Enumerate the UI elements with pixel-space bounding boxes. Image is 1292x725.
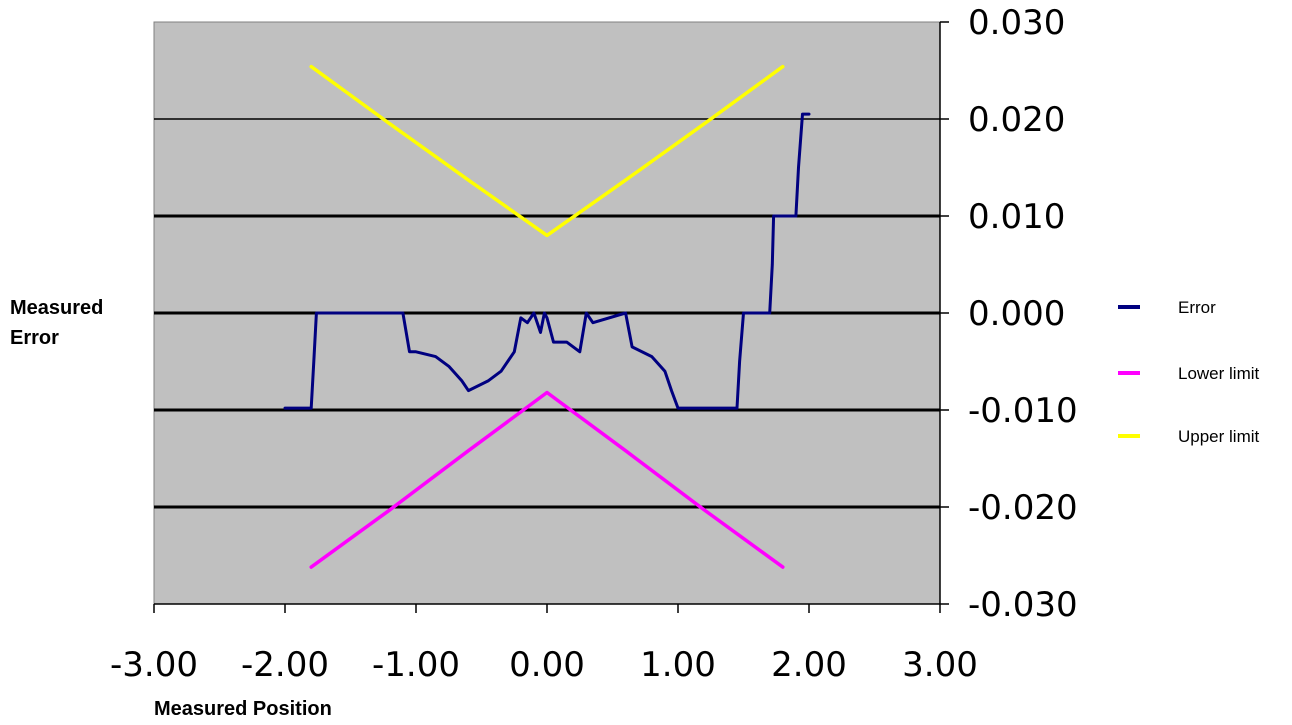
y-axis-title-line-2: Error: [10, 327, 59, 349]
legend-label-error: Error: [1178, 298, 1216, 317]
series-line-lower-limit: [309, 390, 785, 569]
y-tick-label: 0.010: [968, 197, 1065, 237]
y-tick-label: -0.020: [968, 488, 1078, 528]
x-tick-label: 3.00: [902, 645, 978, 685]
x-tick-label: -1.00: [372, 645, 460, 685]
series-line-upper-limit: [309, 64, 785, 238]
series-line-error: [283, 112, 811, 410]
y-tick-label: 0.000: [968, 294, 1065, 334]
y-tick-label: 0.030: [968, 3, 1065, 43]
legend: Error Lower limit Upper limit: [1118, 298, 1260, 446]
x-tick-label: -3.00: [110, 645, 198, 685]
x-tick-label: -2.00: [241, 645, 329, 685]
x-axis-title: Measured Position: [154, 698, 332, 720]
x-tick-label: 1.00: [640, 645, 716, 685]
y-tick-label: 0.020: [968, 100, 1065, 140]
y-tick-label: -0.030: [968, 585, 1078, 625]
series-layer: [283, 64, 811, 569]
x-ticks: -3.00 -2.00 -1.00 0.00 1.00 2.00 3.00: [110, 604, 978, 685]
x-tick-label: 0.00: [509, 645, 585, 685]
gridlines: [154, 118, 940, 509]
x-tick-label: 2.00: [771, 645, 847, 685]
y-tick-label: -0.010: [968, 391, 1078, 431]
y-ticks: 0.030 0.020 0.010 0.000 -0.010 -0.020 -0.030: [940, 3, 1078, 625]
y-axis-title-line-1: Measured: [10, 297, 103, 319]
legend-label-lower-limit: Lower limit: [1178, 364, 1260, 383]
legend-label-upper-limit: Upper limit: [1178, 427, 1260, 446]
